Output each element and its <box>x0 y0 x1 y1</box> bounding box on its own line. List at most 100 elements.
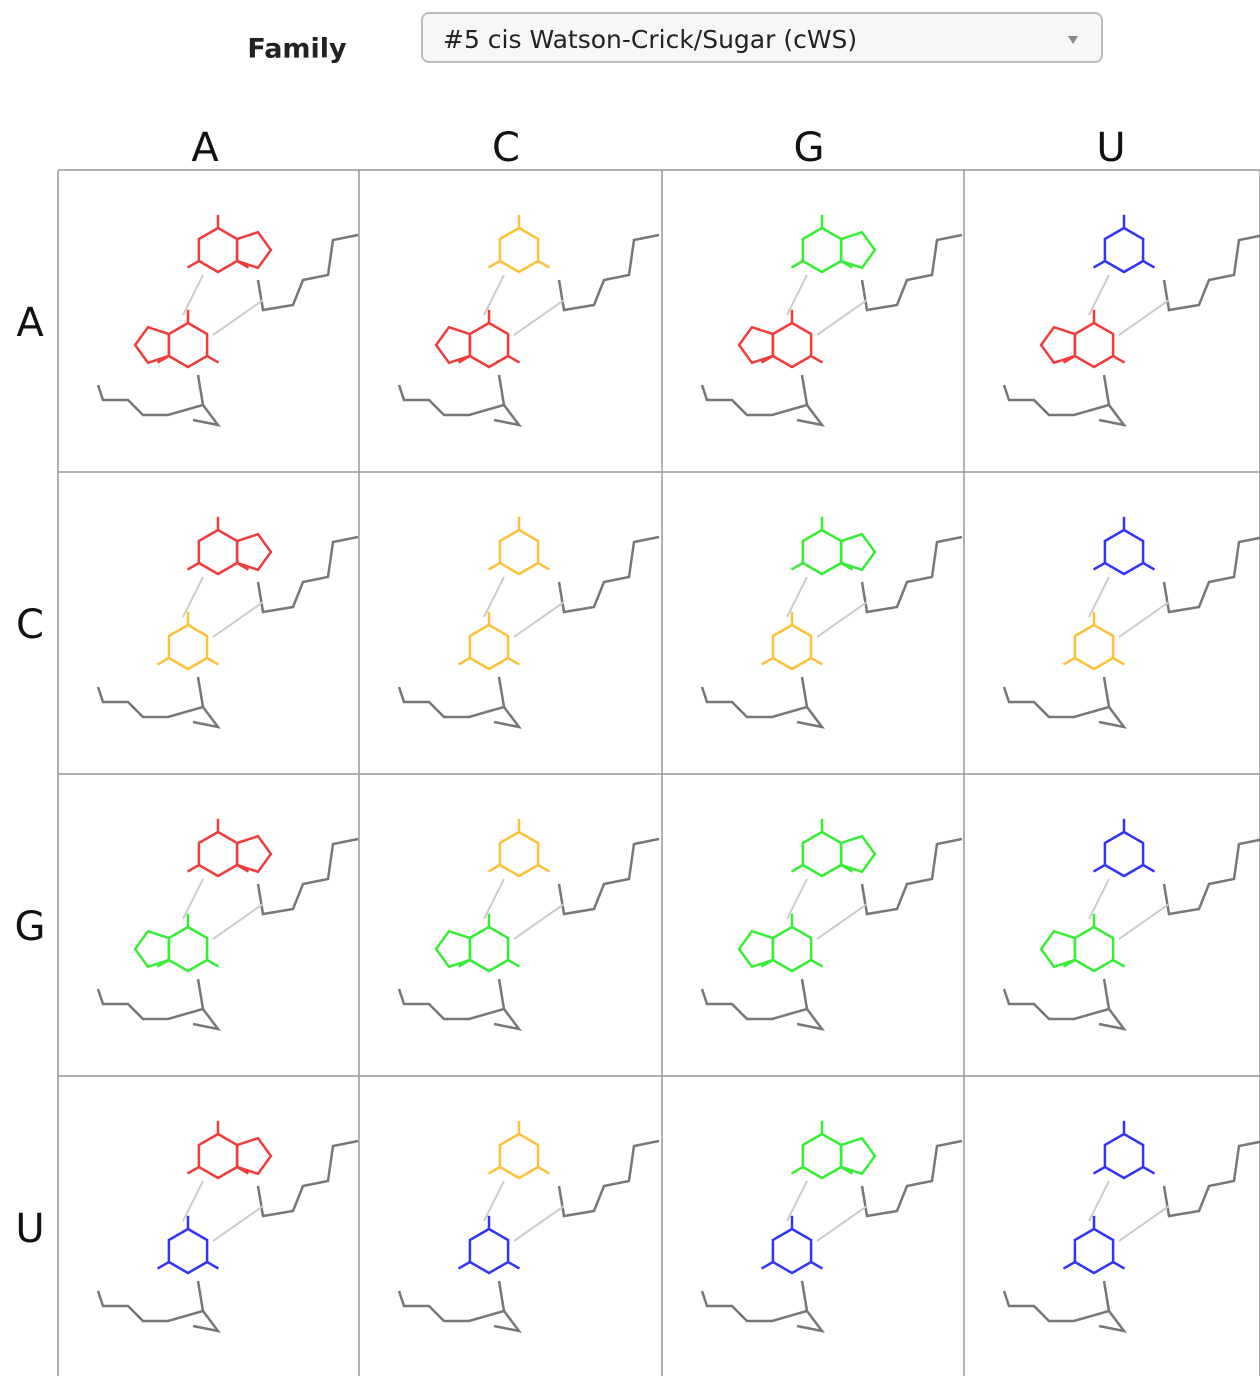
bond <box>188 1167 199 1174</box>
pair-cell <box>702 215 962 425</box>
column-header: U <box>1096 125 1125 171</box>
family-select[interactable]: #5 cis Watson-Crick/Sugar (cWS) <box>422 13 1102 62</box>
backbone <box>862 839 962 914</box>
bond <box>459 1262 470 1269</box>
h-bond <box>213 602 263 637</box>
pair-cell <box>702 1121 962 1331</box>
backbone <box>862 235 962 310</box>
bond <box>792 865 803 872</box>
bond <box>792 563 803 570</box>
ring <box>470 1229 508 1273</box>
backbone <box>98 1281 203 1321</box>
h-bond <box>1119 602 1169 637</box>
backbone <box>1004 979 1109 1019</box>
ring <box>803 1134 841 1178</box>
backbone <box>399 1281 504 1321</box>
backbone <box>258 537 358 612</box>
backbone <box>1164 235 1260 310</box>
bond <box>188 563 199 570</box>
bond <box>538 563 549 570</box>
bond <box>792 1167 803 1174</box>
pair-cell <box>399 819 659 1029</box>
backbone <box>1004 677 1109 717</box>
h-bond <box>484 275 504 315</box>
backbone <box>1164 839 1260 914</box>
ring <box>773 927 811 971</box>
select-value[interactable]: #5 cis Watson-Crick/Sugar (cWS) <box>443 25 857 54</box>
bond <box>1143 865 1154 872</box>
ring <box>237 232 271 268</box>
bond <box>1143 1167 1154 1174</box>
h-bond <box>183 879 203 919</box>
column-header: C <box>492 125 520 171</box>
ring <box>841 836 875 872</box>
h-bond <box>1089 577 1109 617</box>
backbone <box>98 979 203 1019</box>
h-bond <box>817 904 867 939</box>
backbone <box>702 1281 807 1321</box>
backbone <box>399 375 504 415</box>
bond <box>489 865 500 872</box>
ring <box>237 534 271 570</box>
backbone <box>1004 1281 1109 1321</box>
ring <box>739 327 773 363</box>
bond <box>508 1262 519 1269</box>
ring <box>436 327 470 363</box>
bond <box>459 658 470 665</box>
pair-cell <box>98 215 358 425</box>
ring <box>1105 228 1143 272</box>
bond <box>158 658 169 665</box>
bond <box>762 1262 773 1269</box>
pair-cell <box>399 215 659 425</box>
bond <box>207 1262 218 1269</box>
ring <box>1075 927 1113 971</box>
ring <box>803 530 841 574</box>
bond <box>792 261 803 268</box>
h-bond <box>213 300 263 335</box>
ring <box>841 1138 875 1174</box>
bond <box>538 261 549 268</box>
h-bond <box>1119 904 1169 939</box>
ring <box>803 228 841 272</box>
h-bond <box>817 1206 867 1241</box>
ring <box>500 530 538 574</box>
page: Family #5 cis Watson-Crick/Sugar (cWS) A… <box>0 0 1260 1376</box>
backbone <box>559 235 659 310</box>
ring <box>1075 625 1113 669</box>
h-bond <box>183 1181 203 1221</box>
backbone <box>399 677 504 717</box>
backbone <box>702 677 807 717</box>
h-bond <box>817 300 867 335</box>
backbone <box>98 375 203 415</box>
bond <box>508 356 519 363</box>
ring <box>841 534 875 570</box>
ring <box>169 323 207 367</box>
h-bond <box>514 602 564 637</box>
ring <box>1075 1229 1113 1273</box>
backbone <box>258 235 358 310</box>
pair-cell <box>98 819 358 1029</box>
bond <box>538 865 549 872</box>
bond <box>811 356 822 363</box>
backbone <box>702 375 807 415</box>
ring <box>169 1229 207 1273</box>
bond <box>508 658 519 665</box>
h-bond <box>183 577 203 617</box>
h-bond <box>213 904 263 939</box>
bond <box>811 1262 822 1269</box>
h-bond <box>514 300 564 335</box>
ring <box>470 323 508 367</box>
row-header: A <box>16 300 44 346</box>
ring <box>169 625 207 669</box>
bond <box>1113 658 1124 665</box>
bond <box>207 356 218 363</box>
backbone <box>559 1141 659 1216</box>
bond <box>1113 356 1124 363</box>
pair-cell <box>98 1121 358 1331</box>
backbone <box>559 839 659 914</box>
bond <box>1064 1262 1075 1269</box>
h-bond <box>1089 275 1109 315</box>
backbone <box>862 1141 962 1216</box>
ring <box>1105 832 1143 876</box>
h-bond <box>787 275 807 315</box>
